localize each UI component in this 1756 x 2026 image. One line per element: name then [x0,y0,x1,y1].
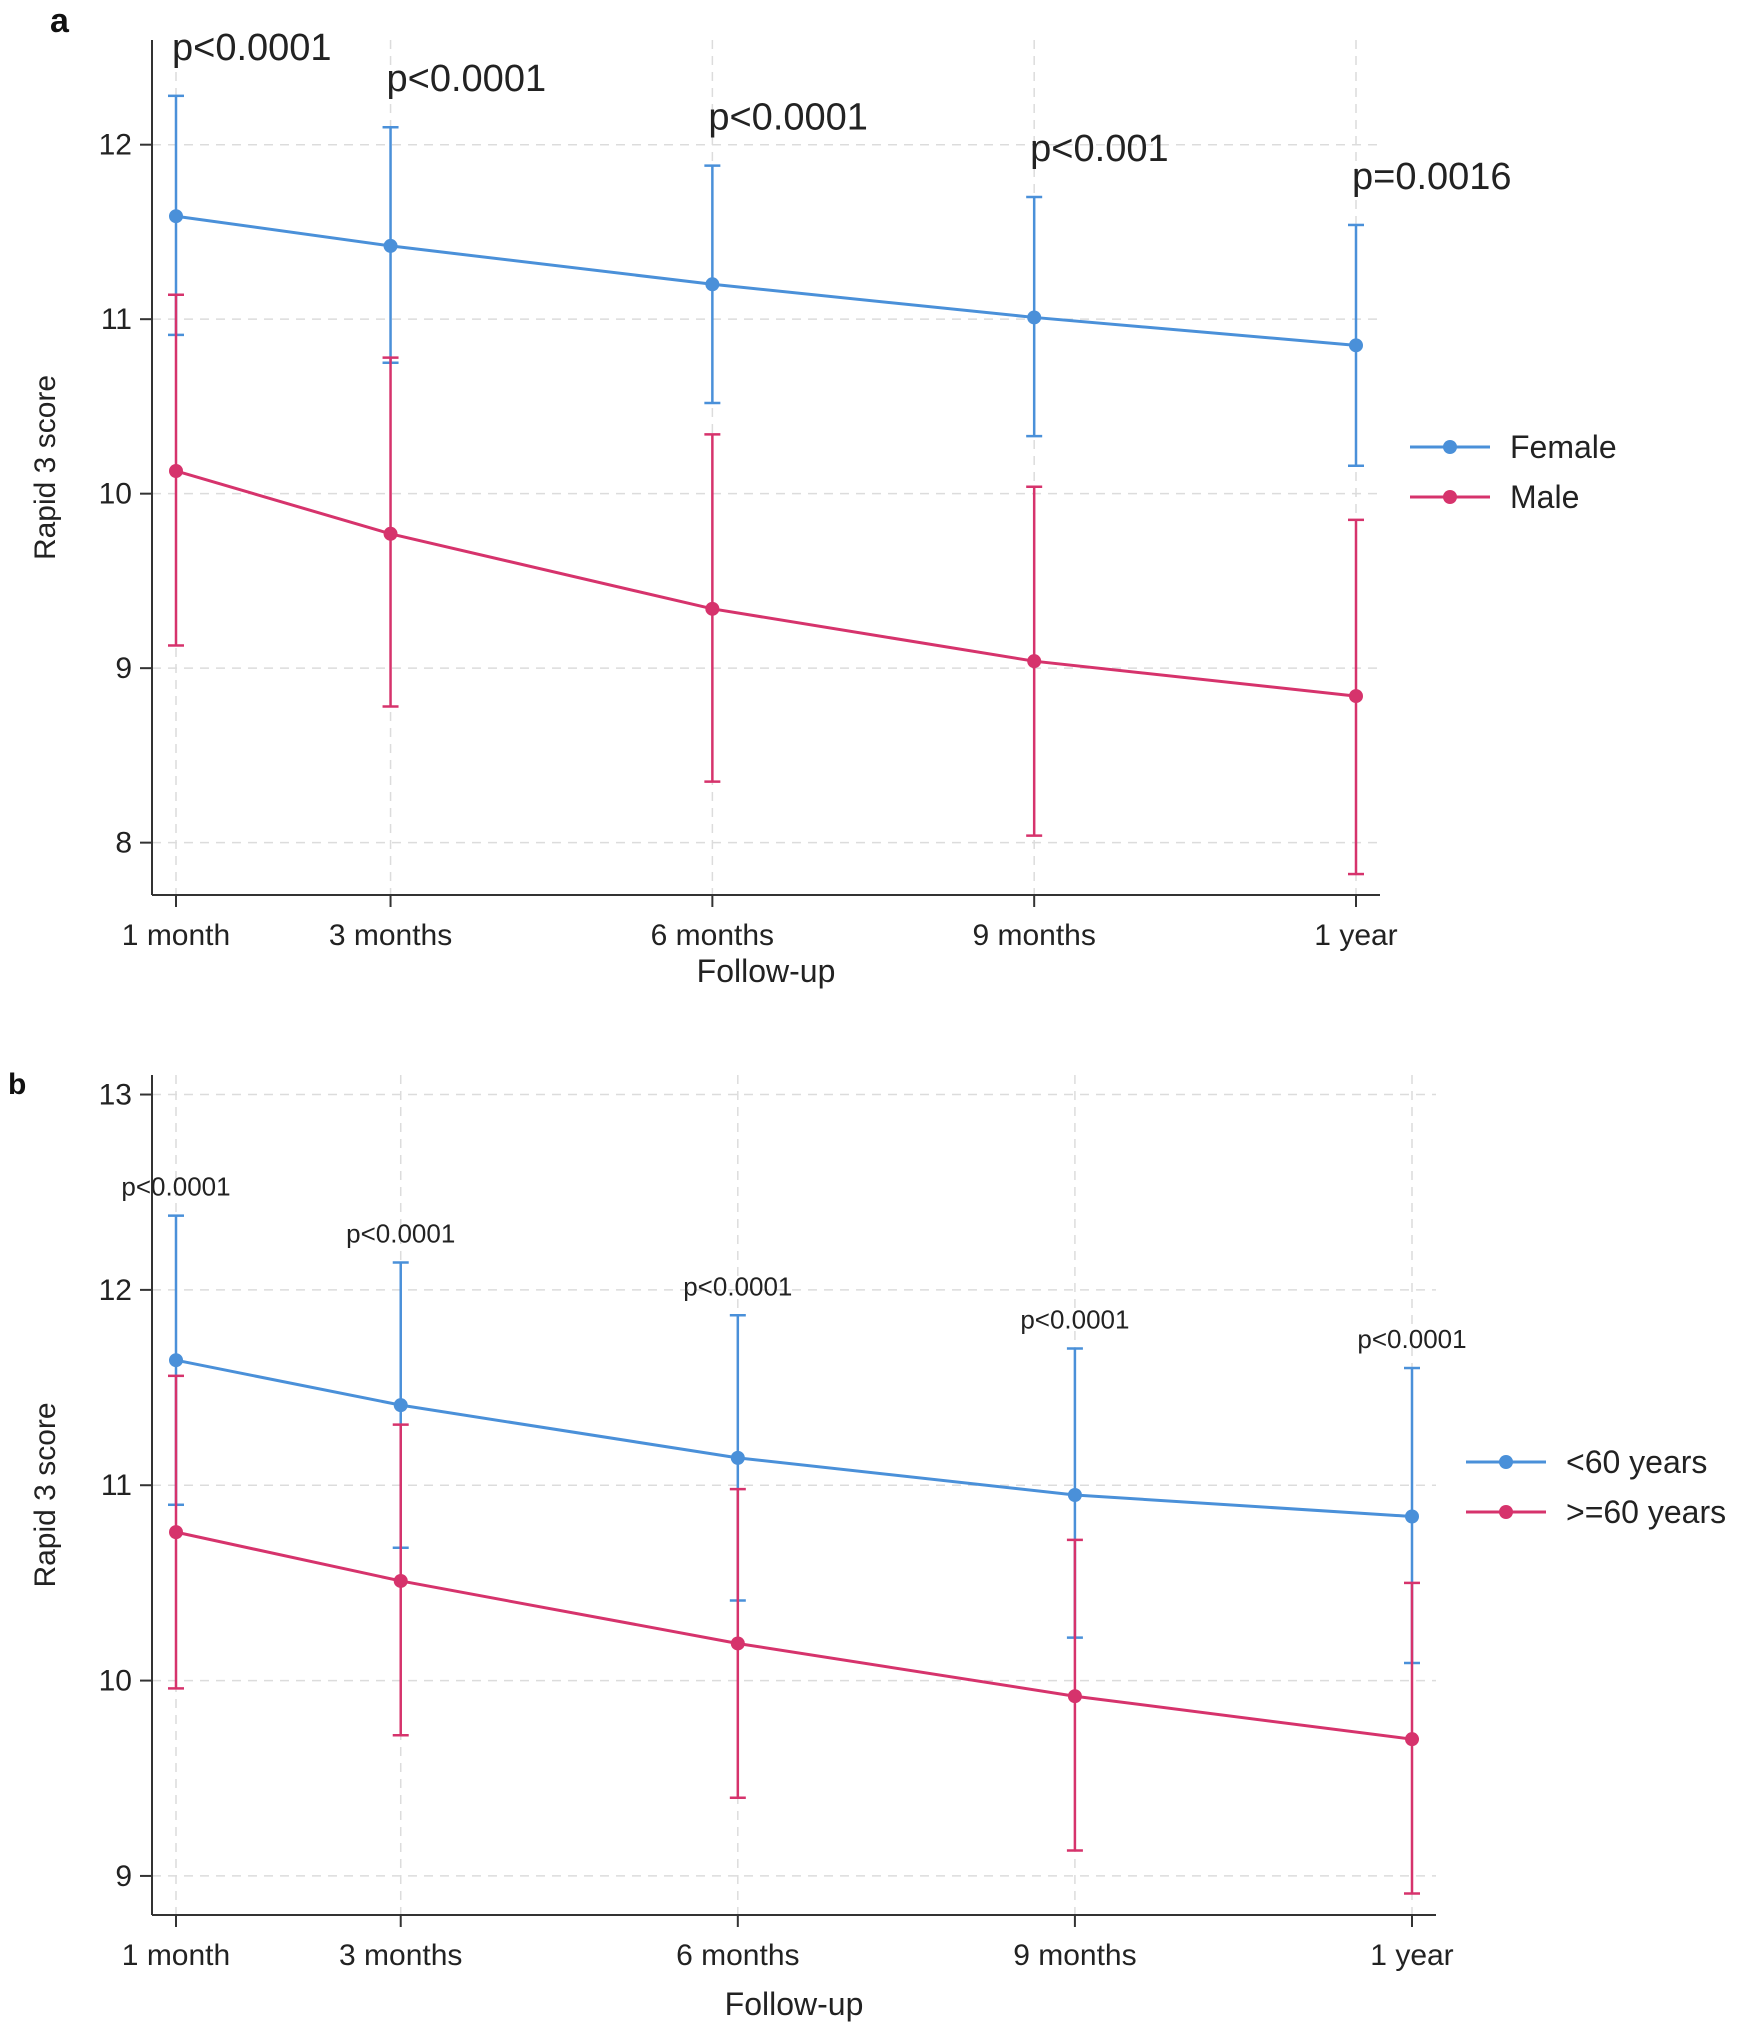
panel-a-letter: a [50,2,70,40]
panel-a: a 8 9 10 11 12 1 month 3 months 6 months 9 mont… [29,2,1617,989]
panel-a-y-tick-label: 8 [115,827,132,860]
panel-a-data-point [1349,338,1363,353]
panel-a-x-tick-label: 3 months [329,919,452,952]
panel-b-data-point [1405,1509,1419,1524]
panel-a-x-tick-label: 1 month [122,919,230,952]
panel-a-data-point [169,209,183,224]
panel-b-legend-marker [1499,1505,1513,1519]
panel-b-x-tick-label: 1 month [122,1939,230,1972]
panel-a-data-point [1349,689,1363,704]
panel-b-data-point [1405,1732,1419,1747]
panel-a-p-values: p<0.0001 p<0.0001 p<0.0001 p<0.001 p=0.0016 [172,27,1512,198]
panel-a-legend-label: Male [1510,479,1579,515]
panel-b-x-ticks: 1 month 3 months 6 months 9 months 1 year [122,1915,1454,1972]
panel-a-legend-marker [1443,440,1457,454]
panel-b-data-point [730,1450,745,1465]
panel-b-y-tick-label: 10 [99,1665,132,1698]
panel-b-x-tick-label: 3 months [339,1939,462,1972]
panel-a-data-point [383,526,398,541]
panel-b-p-values: p<0.0001 p<0.0001 p<0.0001 p<0.0001 p<0.0001 [121,1172,1466,1354]
panel-b-data-point [393,1398,408,1413]
panel-a-series-1 [168,293,1364,876]
panel-b-p-value: p<0.0001 [346,1219,455,1249]
panel-a-data-point [1027,310,1042,325]
panel-a-p-value: p<0.0001 [172,27,332,69]
panel-b-legend: <60 years >=60 years [1466,1444,1726,1530]
panel-b-data-point [1067,1689,1082,1704]
panel-a-x-ticks: 1 month 3 months 6 months 9 months 1 year [122,895,1398,952]
panel-b-series-1 [168,1374,1420,1895]
panel-a-plot [168,94,1364,876]
panel-b-plot [168,1214,1420,1895]
panel-b-legend-label: <60 years [1566,1444,1707,1480]
panel-a-data-point [705,601,720,616]
panel-a-legend-label: Female [1510,429,1617,465]
panel-a-p-value: p=0.0016 [1352,156,1512,198]
panel-a-data-point [1027,654,1042,669]
panel-a-x-tick-label: 9 months [972,919,1095,952]
panel-b-x-tick-label: 1 year [1370,1939,1453,1972]
panel-a-y-tick-label: 10 [99,478,132,511]
panel-b-p-value: p<0.0001 [683,1271,792,1301]
panel-b-y-tick-label: 12 [99,1274,132,1307]
panel-a-p-value: p<0.0001 [708,97,868,139]
panel-b-legend-marker [1499,1455,1513,1469]
panel-b-y-tick-label: 13 [99,1079,132,1112]
panel-b-x-tick-label: 9 months [1013,1939,1136,1972]
panel-b-x-tick-label: 6 months [676,1939,799,1972]
panel-a-x-tick-label: 6 months [651,919,774,952]
panel-a-y-tick-label: 12 [99,129,132,162]
panel-a-y-axis-title: Rapid 3 score [29,375,62,560]
panel-a-x-tick-label: 1 year [1314,919,1397,952]
panel-b-p-value: p<0.0001 [1357,1324,1466,1354]
panel-b-data-point [730,1636,745,1651]
panel-a-y-tick-label: 11 [101,303,132,336]
panel-a-y-tick-label: 9 [115,652,132,685]
panel-a-data-point [705,277,720,292]
panel-b-data-point [169,1353,183,1368]
panel-b-letter: b [8,1068,26,1101]
panel-b-axes [151,1075,1436,1916]
panel-b-y-ticks: 9 10 11 12 13 [99,1079,152,1893]
panel-a-data-point [169,463,183,478]
panel-a-p-value: p<0.001 [1030,128,1168,170]
panel-b-y-tick-label: 11 [101,1469,132,1502]
panel-a-data-point [383,238,398,253]
panel-a-p-value: p<0.0001 [387,58,547,100]
panel-a-legend-marker [1443,490,1457,504]
panel-b: b 9 10 11 12 13 1 month 3 months 6 months 9 mon… [8,1068,1726,2022]
panel-b-p-value: p<0.0001 [1020,1304,1129,1334]
panel-b-y-tick-label: 9 [115,1860,132,1893]
panel-b-data-point [1067,1488,1082,1502]
panel-a-y-ticks: 8 9 10 11 12 [99,129,152,860]
panel-b-x-axis-title: Follow-up [725,1986,864,2022]
panel-b-data-point [169,1525,183,1540]
panel-b-data-point [393,1573,408,1588]
panel-a-x-axis-title: Follow-up [697,953,836,989]
panel-a-legend: Female Male [1410,429,1617,515]
panel-a-axes [151,40,1380,896]
panel-b-legend-label: >=60 years [1566,1494,1726,1530]
panel-b-y-axis-title: Rapid 3 score [29,1402,62,1587]
panel-b-p-value: p<0.0001 [121,1172,230,1202]
